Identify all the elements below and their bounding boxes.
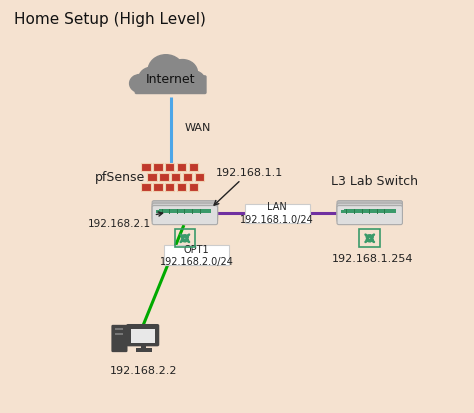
Bar bbox=[141, 344, 146, 349]
FancyBboxPatch shape bbox=[152, 201, 218, 220]
Bar bbox=[182, 173, 192, 182]
Bar bbox=[141, 164, 151, 172]
Circle shape bbox=[167, 60, 198, 87]
Text: 192.168.1.254: 192.168.1.254 bbox=[331, 253, 413, 263]
Text: 192.168.2.1: 192.168.2.1 bbox=[88, 212, 163, 228]
Bar bbox=[136, 349, 152, 352]
Bar bbox=[359, 230, 380, 248]
Text: WAN: WAN bbox=[185, 122, 211, 132]
Bar bbox=[165, 183, 174, 192]
Bar bbox=[171, 173, 180, 182]
Circle shape bbox=[182, 72, 205, 92]
Bar bbox=[177, 183, 186, 192]
Circle shape bbox=[139, 68, 164, 90]
Circle shape bbox=[148, 56, 183, 86]
Text: LAN
192.168.1.0/24: LAN 192.168.1.0/24 bbox=[240, 202, 314, 224]
Bar bbox=[131, 329, 155, 343]
Text: Home Setup (High Level): Home Setup (High Level) bbox=[14, 12, 206, 27]
Text: Internet: Internet bbox=[146, 73, 195, 86]
Text: 192.168.1.1: 192.168.1.1 bbox=[214, 168, 283, 206]
FancyBboxPatch shape bbox=[135, 76, 207, 95]
Bar bbox=[159, 173, 169, 182]
FancyBboxPatch shape bbox=[337, 201, 402, 220]
FancyBboxPatch shape bbox=[337, 206, 402, 225]
FancyBboxPatch shape bbox=[245, 205, 310, 224]
Bar bbox=[115, 328, 123, 330]
Bar bbox=[189, 183, 198, 192]
Bar bbox=[165, 164, 174, 172]
Bar bbox=[156, 210, 160, 214]
FancyBboxPatch shape bbox=[337, 204, 402, 223]
Circle shape bbox=[129, 75, 150, 93]
Bar bbox=[147, 173, 156, 182]
Bar bbox=[153, 183, 163, 192]
FancyBboxPatch shape bbox=[126, 324, 159, 347]
Bar bbox=[177, 164, 186, 172]
Bar bbox=[153, 164, 163, 172]
Text: pfSense: pfSense bbox=[95, 170, 145, 183]
Text: L3 Lab Switch: L3 Lab Switch bbox=[331, 174, 418, 188]
Bar bbox=[195, 173, 204, 182]
Text: OPT1
192.168.2.0/24: OPT1 192.168.2.0/24 bbox=[160, 244, 234, 266]
Bar bbox=[189, 164, 198, 172]
Bar bbox=[115, 333, 123, 335]
Text: 192.168.2.2: 192.168.2.2 bbox=[109, 365, 177, 375]
FancyBboxPatch shape bbox=[111, 325, 128, 352]
FancyBboxPatch shape bbox=[164, 245, 229, 265]
FancyBboxPatch shape bbox=[152, 206, 218, 225]
Bar bbox=[344, 210, 396, 214]
Bar bbox=[141, 183, 151, 192]
Bar bbox=[174, 230, 195, 248]
Bar bbox=[341, 210, 345, 214]
FancyBboxPatch shape bbox=[152, 204, 218, 223]
Bar bbox=[159, 210, 211, 214]
